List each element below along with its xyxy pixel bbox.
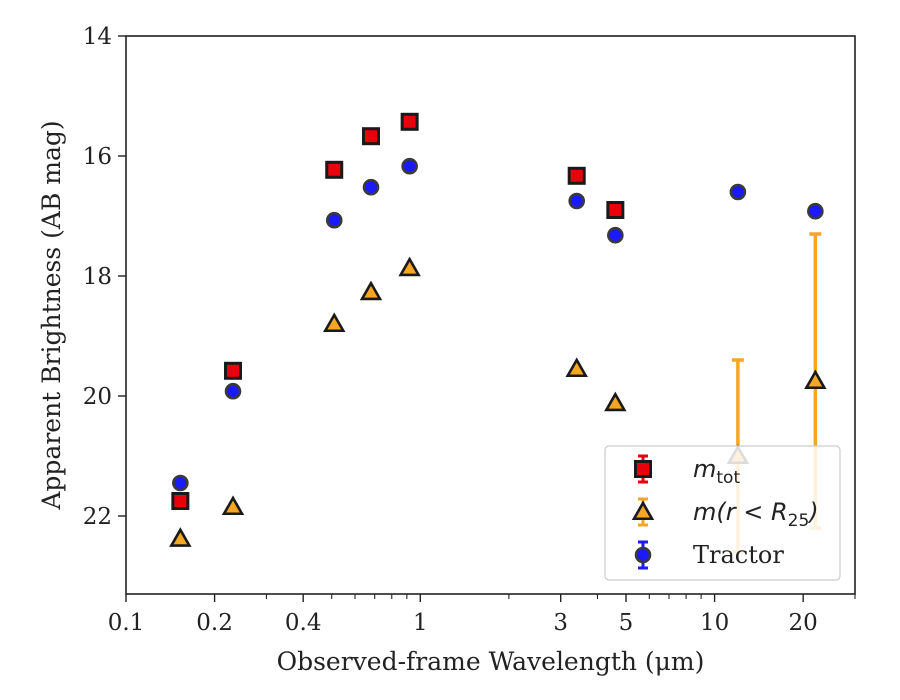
circle-point	[172, 474, 189, 492]
y-axis: 14 16 18 20 22	[83, 24, 126, 530]
square-point	[224, 361, 243, 380]
x-tick-label: 3	[553, 610, 568, 636]
triangle-point	[398, 256, 421, 277]
marker-layer	[169, 112, 827, 547]
x-tick-label: 5	[619, 610, 634, 636]
x-tick-label: 0.1	[108, 610, 145, 636]
y-tick-label: 14	[83, 24, 112, 50]
square-point	[606, 201, 625, 219]
circle-point	[729, 183, 747, 201]
triangle-point	[604, 391, 627, 412]
x-tick-label: 0.4	[285, 610, 322, 636]
triangle-point	[169, 527, 192, 547]
triangle-point	[322, 312, 346, 333]
legend-marker-circle	[634, 546, 652, 564]
y-tick-label: 18	[83, 264, 112, 290]
x-tick-label: 0.2	[196, 610, 233, 636]
circle-point	[325, 211, 343, 229]
y-tick-label: 16	[83, 144, 112, 170]
legend-label: Tractor	[693, 541, 784, 569]
y-axis-label: Apparent Brightness (AB mag)	[37, 120, 66, 510]
square-point	[362, 127, 381, 146]
circle-point	[224, 382, 242, 400]
triangle-point	[565, 357, 588, 378]
triangle-point	[221, 495, 245, 516]
legend: mtot m(r < R25) Tractor	[604, 445, 841, 581]
legend-label: mtot	[693, 455, 740, 488]
legend-marker-triangle	[631, 500, 655, 521]
square-point	[325, 160, 344, 179]
x-axis: 0.1 0.2 0.4 1 3 5 10 20	[108, 594, 856, 636]
square-point	[400, 112, 419, 131]
square-point	[171, 492, 190, 510]
plot-frame	[125, 35, 856, 595]
x-axis-label: Observed-frame Wavelength (μm)	[277, 647, 705, 676]
legend-box	[604, 445, 841, 581]
circle-point	[401, 157, 418, 175]
circle-point	[568, 192, 586, 210]
x-tick-label: 20	[789, 610, 818, 636]
y-tick-label: 20	[83, 384, 112, 410]
x-tick-label: 1	[413, 610, 428, 636]
y-tick-label: 22	[83, 504, 112, 530]
triangle-point	[359, 280, 383, 301]
x-tick-label: 10	[700, 610, 729, 636]
legend-marker-square	[634, 460, 652, 478]
circle-point	[362, 178, 380, 196]
circle-point	[607, 226, 624, 244]
legend-label: m(r < R25)	[693, 498, 819, 531]
triangle-point	[804, 369, 827, 390]
square-point	[567, 166, 586, 185]
circle-point	[807, 202, 824, 220]
